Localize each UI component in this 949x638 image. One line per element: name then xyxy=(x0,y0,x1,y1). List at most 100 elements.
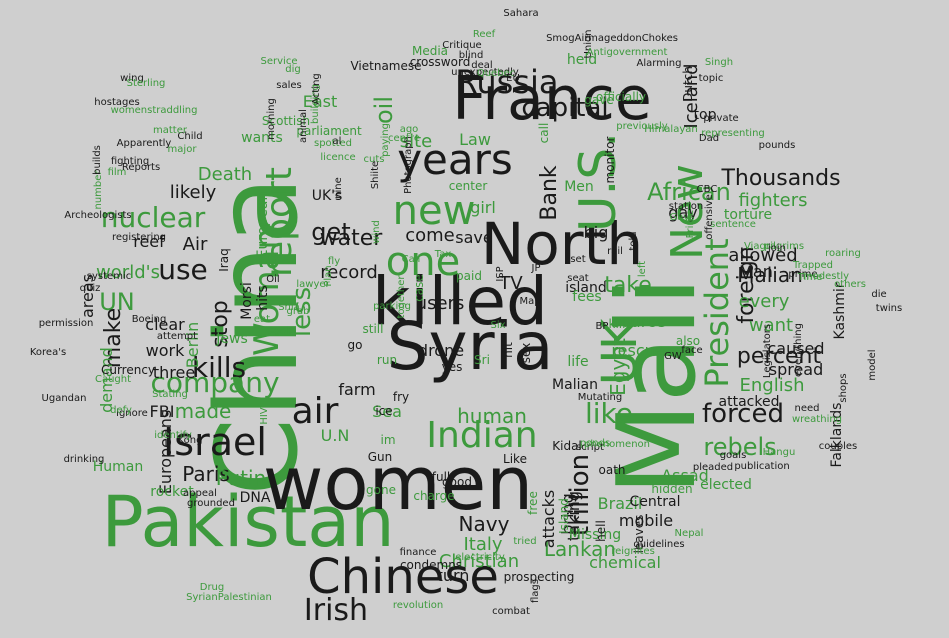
cloud-word: EU xyxy=(506,73,520,84)
cloud-word: rail xyxy=(607,246,623,257)
cloud-word: publication xyxy=(734,461,790,472)
cloud-word: ice xyxy=(375,404,393,418)
cloud-word: Antigovernment xyxy=(586,47,668,58)
cloud-word: fees xyxy=(572,289,602,305)
cloud-word: Currency xyxy=(100,363,156,377)
cloud-word: gay xyxy=(668,203,698,222)
cloud-word: Scottish xyxy=(261,114,311,128)
cloud-word: Christian xyxy=(438,551,520,572)
cloud-word: also xyxy=(675,334,701,348)
cloud-word: representing xyxy=(701,128,765,139)
cloud-word: full xyxy=(431,470,451,484)
cloud-word: sales xyxy=(276,80,302,91)
cloud-word: morning xyxy=(266,98,277,140)
cloud-word: girl xyxy=(470,198,496,217)
cloud-word: Drug xyxy=(199,582,225,593)
cloud-word: capital xyxy=(521,93,609,123)
cloud-word: matter xyxy=(153,125,187,136)
cloud-word: ago xyxy=(399,124,419,135)
cloud-word: phenomenon xyxy=(584,439,650,450)
cloud-word: fry xyxy=(392,390,410,404)
cloud-word: Italy xyxy=(463,534,503,555)
cloud-word: everything xyxy=(793,323,804,377)
cloud-word: fighting xyxy=(110,156,150,167)
cloud-word: women xyxy=(262,441,534,527)
cloud-word: reignites xyxy=(611,546,655,557)
cloud-word: big xyxy=(583,223,609,242)
cloud-word: hell xyxy=(594,520,608,542)
cloud-word: Human xyxy=(92,459,144,475)
cloud-word: water xyxy=(319,226,383,251)
cloud-word: air xyxy=(291,391,339,432)
cloud-word: three xyxy=(152,363,196,382)
cloud-word: center xyxy=(448,179,488,193)
cloud-word: Oil xyxy=(266,274,280,285)
cloud-word: rescue xyxy=(611,341,665,360)
cloud-word: Singh xyxy=(704,57,734,68)
cloud-word: fighters xyxy=(738,190,808,211)
cloud-word: save xyxy=(455,228,493,247)
cloud-word: Chinese xyxy=(307,549,499,605)
cloud-word: film xyxy=(107,167,127,178)
cloud-word: animal xyxy=(298,109,309,143)
cloud-word: prospecting xyxy=(503,570,575,584)
cloud-word: electricity xyxy=(455,552,505,563)
cloud-word: grounded xyxy=(187,498,235,509)
cloud-word: hidden xyxy=(651,482,693,496)
cloud-word: company xyxy=(150,366,280,399)
cloud-word: North xyxy=(480,210,644,278)
cloud-word: Kashmir xyxy=(832,282,848,340)
cloud-word: wants xyxy=(241,130,283,146)
cloud-word: shops xyxy=(838,373,849,403)
cloud-word: Apparently xyxy=(116,138,172,149)
cloud-word: twins xyxy=(875,303,903,314)
cloud-word: African xyxy=(647,178,731,206)
cloud-word: Navy xyxy=(458,512,510,536)
cloud-word: CBC xyxy=(696,184,718,195)
cloud-word: mobile xyxy=(618,511,674,530)
cloud-word: ponds xyxy=(579,438,611,449)
cloud-word: Time xyxy=(797,272,823,283)
cloud-word: hit xyxy=(501,342,515,358)
cloud-word: Boeing xyxy=(131,314,167,325)
cloud-word: chemical xyxy=(589,553,661,572)
cloud-word: eat xyxy=(253,314,271,325)
cloud-word: ISP xyxy=(495,266,506,282)
cloud-word: human xyxy=(457,404,527,428)
cloud-word: builds xyxy=(92,145,103,175)
cloud-word: JP xyxy=(531,263,541,274)
cloud-word: want xyxy=(748,315,794,336)
cloud-word: registering xyxy=(111,232,167,243)
cloud-word: Russia xyxy=(455,63,559,101)
cloud-word: UN xyxy=(99,288,135,316)
cloud-word: set xyxy=(570,254,586,265)
cloud-word: good xyxy=(442,475,472,489)
cloud-word: Reports xyxy=(121,162,161,173)
cloud-word: record xyxy=(320,262,378,283)
cloud-word: Nepal xyxy=(674,528,704,539)
cloud-word: script xyxy=(576,442,604,453)
cloud-word: al xyxy=(332,136,342,147)
cloud-word: Falklands xyxy=(829,402,845,468)
cloud-word: Shia xyxy=(278,302,300,313)
cloud-word: Stating xyxy=(152,389,188,400)
cloud-word: parliament xyxy=(296,124,362,138)
cloud-word: appeal xyxy=(183,488,217,499)
cloud-word: Dutch xyxy=(681,66,695,102)
cloud-word: Hangu xyxy=(762,447,796,458)
cloud-word: Iraq xyxy=(217,248,231,272)
cloud-word: still xyxy=(362,322,384,336)
cloud-word: Europeans xyxy=(156,409,175,495)
cloud-word: go xyxy=(347,338,363,352)
cloud-word: identify xyxy=(154,430,192,441)
cloud-word: Six xyxy=(490,320,506,331)
cloud-word: told xyxy=(628,231,639,251)
cloud-word: killed xyxy=(372,263,548,340)
cloud-word: free xyxy=(526,491,540,515)
cloud-word: deal xyxy=(471,60,493,71)
cloud-word: seat xyxy=(567,273,589,284)
cloud-word: Caught xyxy=(94,374,132,385)
cloud-word: fly xyxy=(327,256,341,267)
cloud-word: Sterling xyxy=(126,78,166,89)
cloud-word: Alarming xyxy=(636,58,682,69)
